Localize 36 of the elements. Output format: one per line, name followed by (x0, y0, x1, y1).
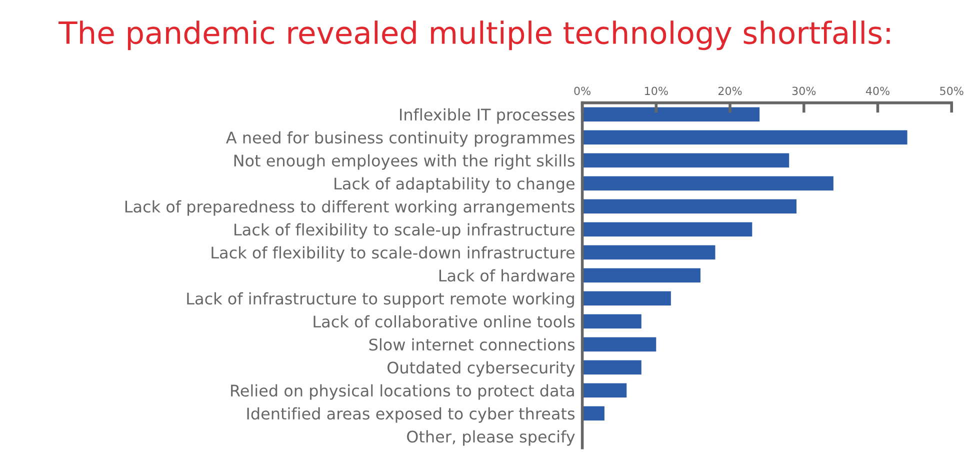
bar (582, 291, 671, 306)
y-tick-label: Lack of preparedness to different working arrangements (125, 200, 575, 216)
y-tick-label: Lack of adaptability to change (334, 177, 574, 193)
y-tick-label: Lack of infrastructure to support remote working (187, 292, 574, 308)
bar (582, 314, 642, 328)
y-tick-label: Outdated cybersecurity (388, 361, 575, 377)
y-tick-label: Lack of flexibility to scale-up infrastructure (234, 223, 575, 239)
bar (582, 222, 752, 236)
bar (582, 383, 627, 398)
bar (582, 245, 716, 260)
bar (582, 176, 834, 190)
bar (582, 360, 642, 374)
y-tick-label: Other, please specify (407, 430, 575, 446)
x-tick-label: 50% (940, 86, 964, 96)
y-tick-label: Inflexible IT processes (400, 108, 575, 124)
y-tick-label: Identified areas exposed to cyber threats (247, 407, 575, 423)
x-tick-label: 10% (645, 86, 668, 96)
y-tick-label: Lack of flexibility to scale-down infrastructure (212, 246, 575, 262)
y-tick-label: A need for business continuity programmes (226, 131, 575, 147)
x-tick-label: 0% (574, 86, 590, 96)
x-tick-label: 20% (718, 86, 742, 96)
x-tick-label: 30% (792, 86, 816, 96)
y-tick-label: Lack of collaborative online tools (314, 315, 575, 328)
chart-title: The pandemic revealed multiple technology shortfalls: (58, 20, 890, 50)
y-tick-label: Not enough employees with the right skills (234, 154, 575, 170)
y-tick-label: Lack of hardware (439, 269, 574, 282)
y-tick-label: Relied on physical locations to protect data (231, 384, 574, 400)
y-tick-label: Slow internet connections (369, 338, 575, 351)
bar (582, 268, 700, 282)
bar (582, 337, 656, 352)
bar (582, 153, 790, 168)
bar (582, 199, 796, 214)
bar (582, 107, 760, 122)
bar (582, 406, 604, 420)
bar (582, 130, 908, 144)
x-tick-label: 40% (866, 86, 890, 96)
